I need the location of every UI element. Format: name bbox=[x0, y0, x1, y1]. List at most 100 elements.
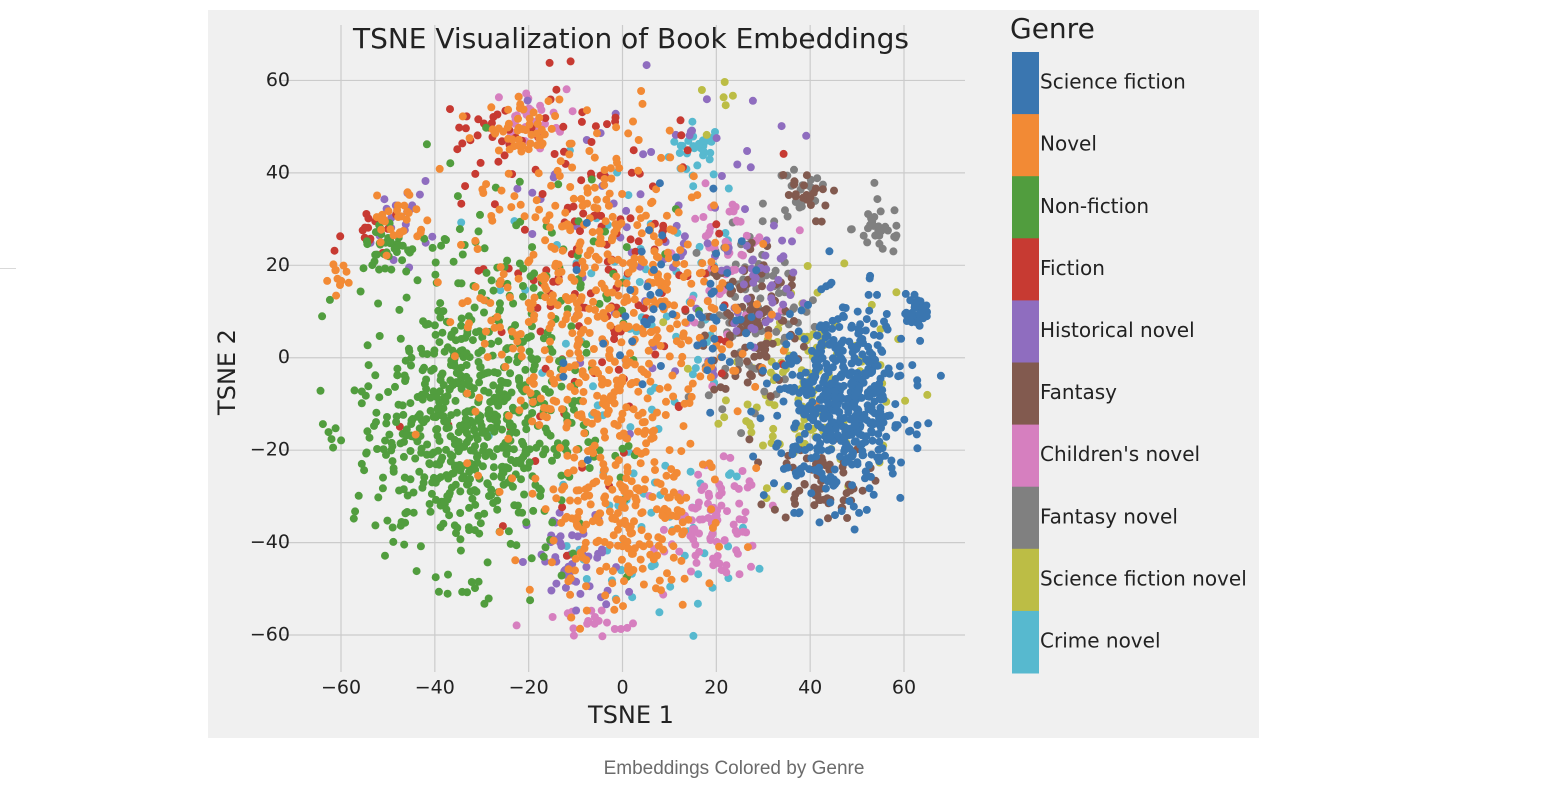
point-non-fiction bbox=[519, 264, 528, 273]
point-novel bbox=[525, 585, 534, 594]
point-novel bbox=[677, 556, 686, 565]
point-children-s-novel bbox=[512, 621, 521, 630]
point-novel bbox=[779, 346, 788, 355]
point-fantasy-novel bbox=[873, 195, 882, 204]
point-novel bbox=[323, 276, 332, 285]
point-non-fiction bbox=[432, 460, 441, 469]
point-novel bbox=[561, 208, 570, 217]
point-children-s-novel bbox=[719, 452, 728, 461]
point-science-fiction bbox=[801, 387, 810, 396]
point-fantasy bbox=[779, 171, 788, 179]
point-novel bbox=[634, 166, 643, 175]
point-novel bbox=[572, 312, 581, 321]
point-novel bbox=[583, 188, 592, 197]
point-science-fiction-novel bbox=[769, 424, 778, 433]
point-non-fiction bbox=[526, 596, 535, 605]
point-children-s-novel bbox=[739, 251, 747, 260]
point-novel bbox=[525, 114, 534, 123]
point-novel bbox=[580, 429, 589, 438]
point-non-fiction bbox=[405, 347, 414, 356]
point-fantasy bbox=[812, 217, 820, 226]
point-novel bbox=[682, 493, 691, 502]
legend-label: Novel bbox=[1040, 132, 1097, 156]
point-fiction bbox=[498, 137, 506, 146]
point-novel bbox=[495, 280, 504, 289]
point-non-fiction bbox=[420, 473, 429, 482]
point-science-fiction bbox=[559, 372, 568, 381]
point-novel bbox=[394, 201, 402, 210]
point-science-fiction bbox=[821, 425, 830, 434]
point-novel bbox=[572, 445, 581, 454]
point-non-fiction bbox=[502, 449, 511, 458]
point-non-fiction bbox=[373, 445, 382, 453]
point-science-fiction-novel bbox=[659, 318, 668, 327]
point-novel bbox=[475, 393, 484, 402]
point-novel bbox=[626, 358, 634, 367]
point-science-fiction bbox=[785, 332, 794, 340]
chart-figure: −60 −40 −20 0 20 40 60 −60 −40 −20 0 20 40 60 TSNE Vi… bbox=[208, 10, 1259, 738]
point-historical-novel bbox=[743, 294, 752, 303]
point-children-s-novel bbox=[568, 107, 577, 116]
point-novel bbox=[644, 532, 653, 541]
point-science-fiction bbox=[828, 324, 837, 333]
point-fiction bbox=[455, 123, 464, 132]
point-children-s-novel bbox=[569, 631, 578, 640]
point-fantasy-novel bbox=[863, 238, 872, 247]
point-novel bbox=[672, 259, 681, 268]
point-crime-novel bbox=[726, 469, 735, 478]
point-novel bbox=[511, 556, 520, 565]
point-novel bbox=[677, 507, 686, 516]
point-novel bbox=[600, 538, 609, 546]
point-novel bbox=[593, 204, 602, 213]
point-non-fiction bbox=[519, 337, 527, 346]
point-non-fiction bbox=[525, 347, 534, 356]
x-tick-label: −40 bbox=[415, 677, 455, 699]
point-novel bbox=[522, 385, 531, 394]
point-novel bbox=[373, 191, 382, 200]
point-novel bbox=[564, 565, 573, 574]
point-novel bbox=[592, 538, 601, 547]
point-fiction bbox=[559, 122, 568, 131]
point-non-fiction bbox=[474, 511, 483, 520]
point-science-fiction bbox=[809, 377, 817, 386]
point-non-fiction bbox=[438, 369, 447, 378]
point-novel bbox=[637, 256, 646, 265]
point-science-fiction bbox=[776, 385, 784, 394]
point-science-fiction bbox=[902, 308, 911, 317]
point-science-fiction bbox=[873, 290, 881, 299]
point-children-s-novel bbox=[690, 525, 699, 534]
legend-label: Science fiction novel bbox=[1040, 566, 1247, 590]
point-historical-novel bbox=[518, 558, 527, 566]
point-non-fiction bbox=[436, 313, 445, 322]
point-non-fiction bbox=[457, 321, 466, 330]
point-novel bbox=[614, 509, 622, 518]
point-non-fiction bbox=[325, 295, 334, 304]
point-novel bbox=[561, 315, 570, 324]
point-historical-novel bbox=[625, 587, 634, 596]
point-children-s-novel bbox=[709, 554, 717, 563]
point-novel bbox=[733, 407, 742, 416]
point-science-fiction-novel bbox=[768, 432, 777, 441]
point-fantasy-novel bbox=[692, 248, 701, 257]
point-non-fiction bbox=[462, 349, 471, 358]
point-non-fiction bbox=[407, 361, 415, 370]
point-novel bbox=[595, 518, 604, 527]
point-novel bbox=[641, 426, 650, 435]
point-fantasy-novel bbox=[859, 231, 868, 240]
point-novel bbox=[465, 134, 474, 143]
point-non-fiction bbox=[461, 414, 470, 423]
point-crime-novel bbox=[676, 141, 685, 150]
point-novel bbox=[752, 300, 761, 309]
point-non-fiction bbox=[601, 227, 610, 236]
point-novel bbox=[504, 411, 513, 420]
point-non-fiction bbox=[324, 428, 333, 437]
point-crime-novel bbox=[629, 469, 638, 478]
point-novel bbox=[476, 294, 485, 303]
point-novel bbox=[592, 286, 600, 295]
point-novel bbox=[707, 258, 716, 266]
legend-label: Non-fiction bbox=[1040, 194, 1149, 218]
point-fiction bbox=[629, 146, 638, 155]
point-novel bbox=[605, 354, 614, 362]
point-non-fiction bbox=[446, 159, 455, 168]
point-non-fiction bbox=[489, 472, 498, 481]
